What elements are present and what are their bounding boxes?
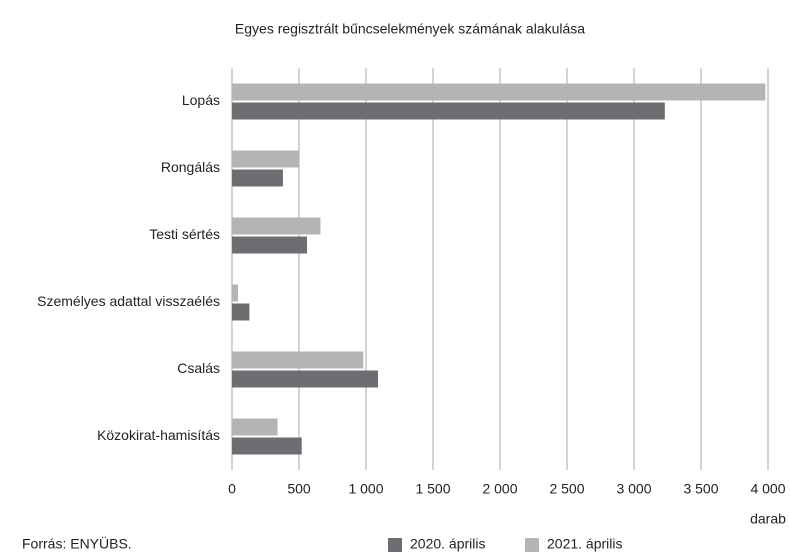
bar xyxy=(232,284,239,302)
x-tick-label: 4 000 xyxy=(750,481,785,497)
bar xyxy=(232,169,283,187)
bar xyxy=(232,351,364,369)
y-tick-label: Csalás xyxy=(177,360,220,376)
legend-label: 2020. április xyxy=(410,536,486,552)
chart-title: Egyes regisztrált bűncselekmények számán… xyxy=(235,21,585,37)
y-tick-label: Közokirat-hamisítás xyxy=(97,427,220,443)
bar xyxy=(232,150,299,168)
x-tick-label: 0 xyxy=(228,481,236,497)
y-tick-label: Személyes adattal visszaélés xyxy=(37,293,220,309)
x-tick-label: 2 000 xyxy=(482,481,517,497)
x-tick-label: 2 500 xyxy=(549,481,584,497)
bar xyxy=(232,102,665,120)
x-tick-label: 500 xyxy=(287,481,311,497)
x-tick-label: 3 000 xyxy=(616,481,651,497)
source: Forrás: ENYÜBS. xyxy=(22,535,132,552)
bar xyxy=(232,437,302,455)
x-tick-label: 3 500 xyxy=(683,481,718,497)
bar xyxy=(232,83,766,101)
legend-swatch xyxy=(525,538,539,552)
x-axis-label: darab xyxy=(750,511,786,527)
legend-label: 2021. április xyxy=(547,536,623,552)
x-tick-label: 1 000 xyxy=(348,481,383,497)
legend-swatch xyxy=(388,538,402,552)
y-tick-label: Lopás xyxy=(182,92,220,108)
bar xyxy=(232,236,308,254)
bar xyxy=(232,303,250,321)
bar xyxy=(232,418,278,436)
bar xyxy=(232,217,321,235)
y-tick-label: Testi sértés xyxy=(149,226,220,242)
y-tick-label: Rongálás xyxy=(161,159,220,175)
bar xyxy=(232,370,379,388)
x-tick-label: 1 500 xyxy=(415,481,450,497)
